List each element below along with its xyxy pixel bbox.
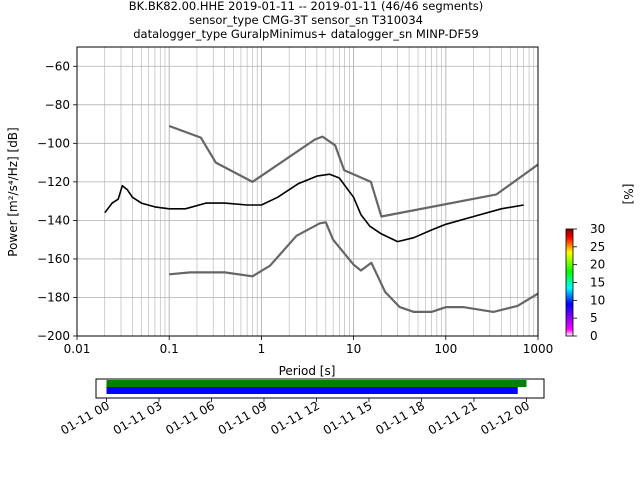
y-axis-label: Power [m²/s⁴/Hz] [dB]: [6, 127, 20, 256]
time-tick-label: 01-11 00: [58, 398, 112, 437]
availability-bars: [106, 380, 527, 394]
new-low-noise-model-line: [169, 221, 538, 313]
time-tick-label: 01-11 03: [111, 398, 165, 437]
colorbar-tick-label: 5: [590, 311, 598, 325]
y-tick-label: −100: [37, 136, 70, 150]
x-tick-label: 0.01: [64, 342, 91, 356]
title-line-3: datalogger_type GuralpMinimus+ datalogge…: [133, 27, 479, 41]
x-tick-label: 1: [258, 342, 266, 356]
x-tick-label: 1000: [523, 342, 554, 356]
colorbar-tick-label: 15: [590, 276, 605, 290]
mode-line: [104, 173, 524, 243]
x-tick-label: 100: [434, 342, 457, 356]
x-axis-label: Period [s]: [279, 364, 336, 378]
new-high-noise-model-line: [168, 124, 538, 218]
time-tick-label: 01-11 12: [268, 398, 322, 437]
y-axis-ticks: −200 −180 −160 −140 −120 −100 −80 −60: [37, 59, 77, 343]
y-tick-label: −80: [45, 98, 70, 112]
title-line-2: sensor_type CMG-3T sensor_sn T310034: [189, 13, 423, 27]
time-tick-label: 01-11 15: [321, 398, 375, 437]
colorbar-ticks: 0 5 10 15 20 25 30: [573, 222, 605, 343]
noise-model-lines: [104, 124, 538, 313]
y-tick-label: −200: [37, 329, 70, 343]
colorbar-tick-label: 30: [590, 222, 605, 236]
colorbar-label: [%]: [621, 184, 635, 205]
y-tick-label: −140: [37, 213, 70, 227]
x-tick-label: 0.1: [160, 342, 179, 356]
availability-bar: [106, 380, 527, 387]
y-tick-label: −160: [37, 252, 70, 266]
time-tick-label: 01-12 00: [478, 398, 532, 437]
colorbar: [565, 228, 574, 337]
y-tick-label: −180: [37, 290, 70, 304]
plot-frame: [76, 46, 539, 337]
x-tick-label: 10: [346, 342, 361, 356]
colorbar-tick-label: 10: [590, 293, 605, 307]
colorbar-tick-label: 20: [590, 258, 605, 272]
colorbar-tick-label: 0: [590, 329, 598, 343]
x-axis-ticks: 0.01 0.1 1 10 100 1000: [64, 336, 554, 356]
title-line-1: BK.BK82.00.HHE 2019-01-11 -- 2019-01-11 …: [128, 0, 484, 13]
time-tick-label: 01-11 09: [216, 398, 270, 437]
time-tick-label: 01-11 21: [426, 398, 480, 437]
plot-background: [77, 47, 538, 336]
y-tick-label: −60: [45, 59, 70, 73]
y-tick-label: −120: [37, 175, 70, 189]
time-tick-label: 01-11 18: [373, 398, 427, 437]
time-tick-label: 01-11 06: [163, 398, 217, 437]
availability-bar: [106, 387, 518, 394]
colorbar-tick-label: 25: [590, 240, 605, 254]
